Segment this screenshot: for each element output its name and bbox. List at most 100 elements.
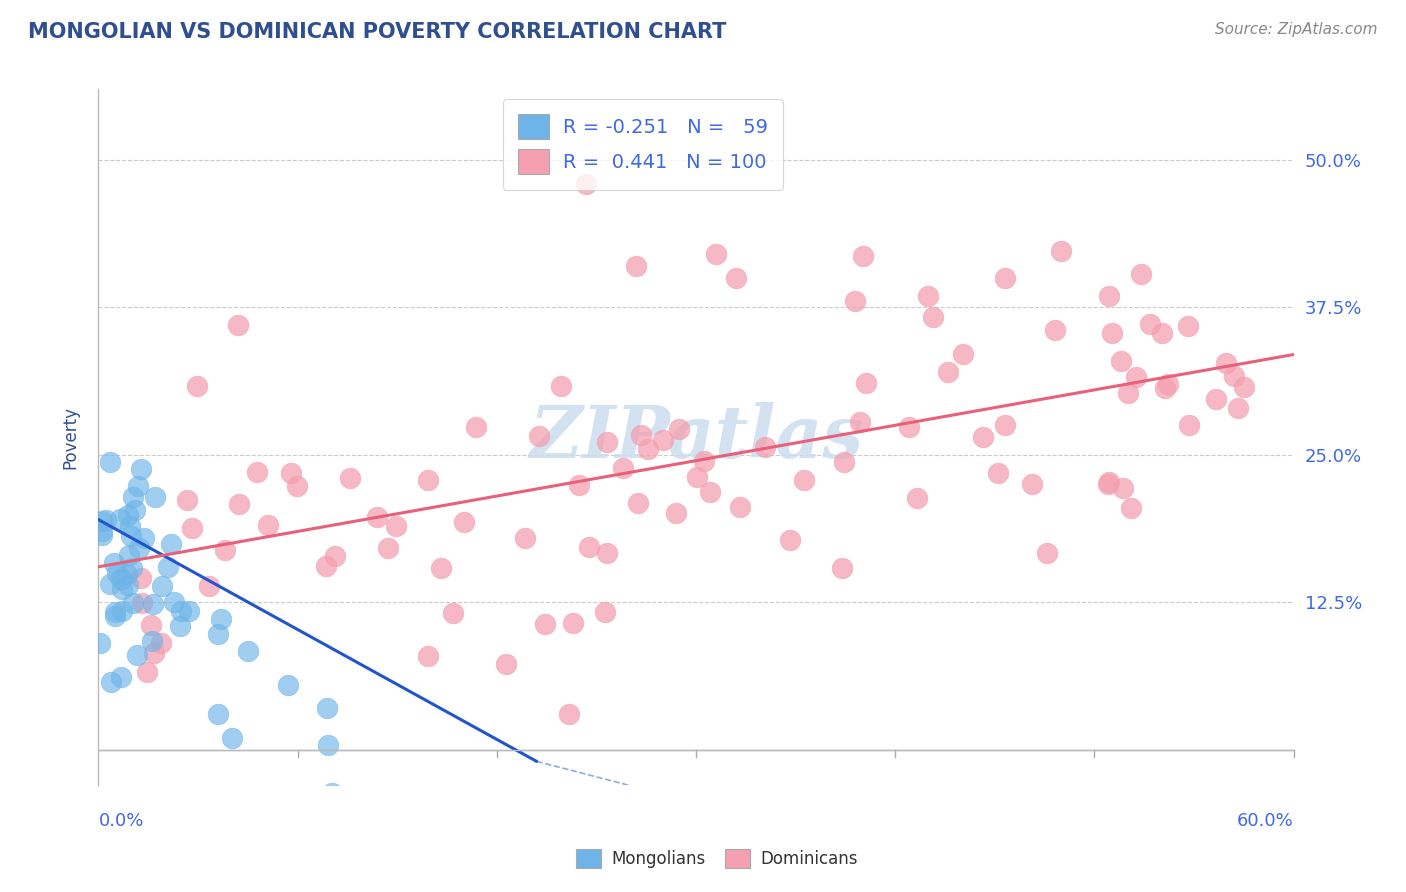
- Point: [1097, 476, 1119, 491]
- Point: [209, 612, 232, 626]
- Point: [98, 454, 121, 468]
- Point: [1112, 481, 1135, 495]
- Point: [515, 531, 537, 545]
- Point: [1223, 369, 1246, 384]
- Point: [228, 497, 250, 511]
- Point: [318, 738, 340, 752]
- Point: [416, 473, 439, 487]
- Point: [322, 794, 344, 808]
- Point: [1109, 354, 1132, 368]
- Point: [94, 513, 117, 527]
- Point: [972, 430, 994, 444]
- Point: [135, 665, 157, 679]
- Point: [1157, 376, 1180, 391]
- Point: [214, 542, 236, 557]
- Point: [100, 675, 122, 690]
- Point: [143, 646, 166, 660]
- Point: [562, 615, 585, 630]
- Point: [125, 648, 148, 662]
- Point: [118, 518, 141, 533]
- Point: [124, 502, 146, 516]
- Point: [186, 379, 208, 393]
- Point: [152, 579, 174, 593]
- Point: [994, 271, 1017, 285]
- Point: [110, 582, 132, 597]
- Point: [596, 546, 619, 560]
- Point: [1233, 380, 1256, 394]
- Point: [550, 379, 572, 393]
- Point: [1226, 401, 1249, 415]
- Point: [285, 479, 308, 493]
- Point: [180, 521, 202, 535]
- Point: [626, 259, 648, 273]
- Point: [129, 462, 152, 476]
- Point: [1101, 326, 1123, 341]
- Point: [1205, 392, 1227, 407]
- Point: [277, 678, 299, 692]
- Point: [652, 433, 675, 447]
- Point: [1098, 289, 1121, 303]
- Point: [1152, 326, 1174, 340]
- Point: [668, 422, 690, 436]
- Point: [728, 500, 751, 515]
- Point: [321, 786, 343, 800]
- Point: [1119, 500, 1142, 515]
- Point: [142, 597, 165, 611]
- Point: [207, 707, 229, 722]
- Point: [917, 289, 939, 303]
- Point: [848, 415, 870, 429]
- Point: [127, 479, 149, 493]
- Point: [637, 442, 659, 456]
- Point: [693, 454, 716, 468]
- Point: [1153, 381, 1175, 395]
- Point: [593, 605, 616, 619]
- Point: [198, 579, 221, 593]
- Point: [141, 634, 163, 648]
- Point: [150, 636, 173, 650]
- Point: [177, 604, 200, 618]
- Point: [441, 606, 464, 620]
- Point: [898, 419, 921, 434]
- Point: [1129, 267, 1152, 281]
- Point: [207, 627, 229, 641]
- Point: [1021, 476, 1043, 491]
- Point: [108, 511, 131, 525]
- Point: [160, 537, 183, 551]
- Point: [115, 567, 138, 582]
- Point: [366, 509, 388, 524]
- Point: [128, 541, 150, 556]
- Point: [834, 455, 856, 469]
- Point: [134, 532, 156, 546]
- Point: [1177, 318, 1199, 333]
- Point: [169, 604, 191, 618]
- Point: [724, 271, 747, 285]
- Point: [453, 515, 475, 529]
- Point: [1177, 418, 1199, 433]
- Legend: Mongolians, Dominicans: Mongolians, Dominicans: [569, 842, 865, 875]
- Point: [699, 484, 721, 499]
- Point: [529, 428, 551, 442]
- Point: [495, 657, 517, 672]
- Point: [89, 636, 111, 650]
- Point: [627, 496, 650, 510]
- Point: [143, 490, 166, 504]
- Point: [257, 518, 280, 533]
- Point: [122, 596, 145, 610]
- Text: 0.0%: 0.0%: [98, 812, 143, 830]
- Text: 60.0%: 60.0%: [1237, 812, 1294, 830]
- Point: [176, 493, 198, 508]
- Point: [104, 606, 127, 620]
- Point: [226, 318, 249, 332]
- Point: [129, 571, 152, 585]
- Point: [612, 460, 634, 475]
- Text: ZIPatlas: ZIPatlas: [529, 401, 863, 473]
- Point: [558, 707, 581, 722]
- Y-axis label: Poverty: Poverty: [62, 406, 80, 468]
- Point: [367, 802, 389, 816]
- Legend: R = -0.251   N =   59, R =  0.441   N = 100: R = -0.251 N = 59, R = 0.441 N = 100: [502, 99, 783, 190]
- Point: [936, 365, 959, 379]
- Point: [315, 559, 337, 574]
- Point: [844, 294, 866, 309]
- Point: [110, 572, 132, 586]
- Point: [90, 524, 112, 539]
